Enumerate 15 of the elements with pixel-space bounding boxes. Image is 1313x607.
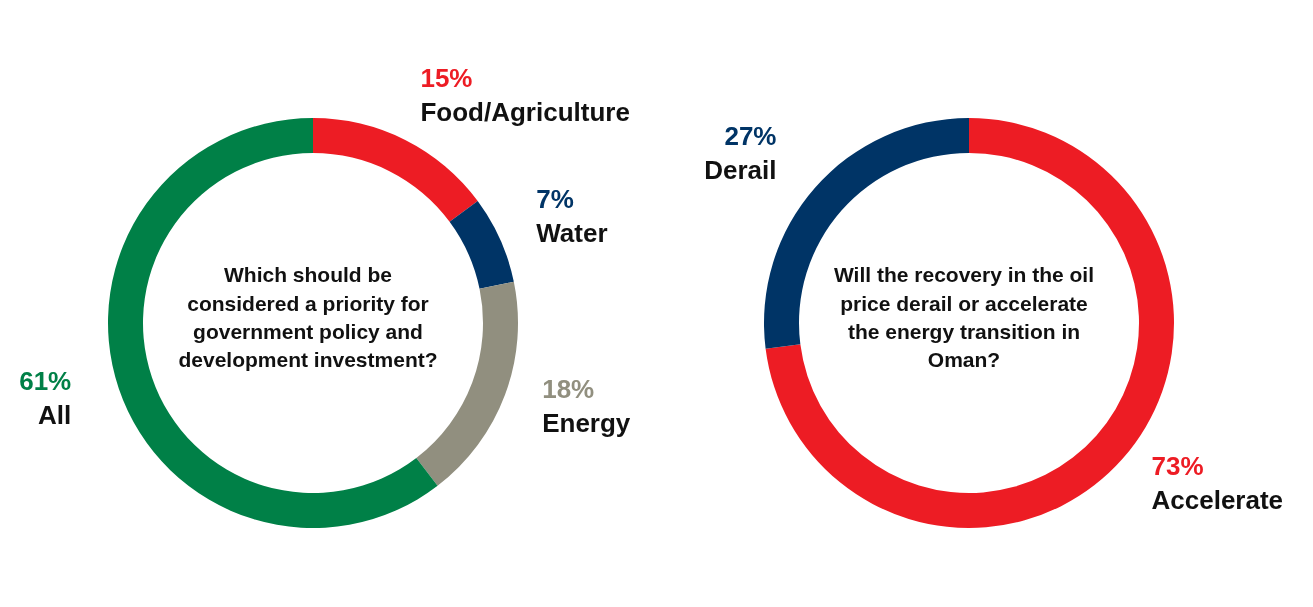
slice-label: Food/Agriculture xyxy=(420,95,630,129)
data-label: 18% xyxy=(542,372,596,406)
data-label: 61% xyxy=(19,365,72,399)
donut-slice xyxy=(449,200,514,289)
data-label: 73% xyxy=(1151,450,1205,484)
data-label: 7% xyxy=(536,183,575,217)
slice-label: Derail xyxy=(704,153,777,187)
slice-label: All xyxy=(37,399,72,433)
slice-label: Accelerate xyxy=(1151,484,1284,518)
slice-label: Water xyxy=(536,217,608,251)
text: Which should be considered a priority for government policy and development investment? xyxy=(177,262,439,374)
data-label: 27% xyxy=(723,119,777,153)
data-label: 15% xyxy=(420,61,474,95)
text: Will the recovery in the oil price derail or accelerate the energy transition in Oman? xyxy=(832,262,1095,374)
slice-label: Energy xyxy=(542,406,631,440)
